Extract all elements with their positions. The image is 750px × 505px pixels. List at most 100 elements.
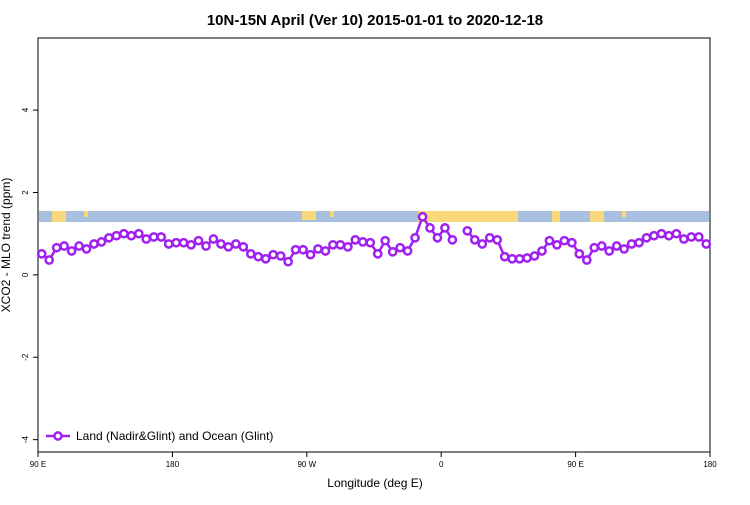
point — [559, 235, 570, 246]
point — [89, 239, 99, 249]
point — [574, 249, 585, 259]
point — [51, 242, 62, 253]
point — [641, 232, 652, 243]
y-tick-label: 0 — [21, 272, 30, 277]
point — [208, 234, 219, 244]
point — [469, 235, 480, 245]
point — [447, 235, 458, 245]
x-tick-label: 90 E — [567, 460, 583, 469]
point — [492, 235, 503, 245]
point — [357, 237, 368, 247]
point — [148, 232, 159, 242]
point — [596, 241, 607, 251]
point — [66, 246, 77, 256]
y-axis-label: XCO2 - MLO trend (ppm) — [0, 178, 13, 313]
point — [193, 235, 204, 246]
point — [268, 249, 279, 260]
point — [313, 244, 323, 254]
point — [537, 246, 547, 256]
point — [59, 241, 69, 251]
point — [380, 235, 391, 246]
point — [589, 242, 600, 253]
point — [664, 230, 674, 241]
point — [260, 253, 271, 264]
point — [387, 246, 398, 257]
point — [410, 232, 420, 243]
point — [484, 232, 495, 243]
point — [417, 211, 428, 222]
point — [201, 241, 211, 251]
point — [186, 239, 196, 250]
point — [671, 228, 682, 239]
point — [126, 230, 137, 241]
y-tick-label: 4 — [21, 107, 30, 112]
x-tick-label: 90 W — [297, 460, 316, 469]
point — [238, 242, 249, 252]
point — [611, 241, 622, 251]
point — [686, 232, 697, 242]
point — [245, 249, 256, 259]
point — [283, 256, 293, 267]
point — [328, 239, 338, 250]
point — [693, 232, 704, 242]
point — [253, 251, 264, 262]
point — [529, 251, 540, 261]
point — [619, 244, 629, 254]
point — [350, 235, 361, 245]
x-tick-label: 0 — [439, 460, 444, 469]
legend-marker — [53, 431, 63, 441]
point — [432, 232, 443, 243]
point — [111, 230, 122, 241]
point — [552, 239, 562, 250]
point — [462, 225, 473, 236]
point — [365, 237, 376, 248]
point — [649, 230, 659, 241]
point — [402, 246, 413, 256]
point — [44, 255, 55, 265]
point — [581, 255, 592, 265]
point — [156, 232, 167, 242]
point — [104, 232, 114, 243]
x-tick-label: 180 — [166, 460, 180, 469]
point — [634, 237, 644, 248]
point — [305, 249, 316, 260]
point — [626, 239, 637, 249]
point — [320, 246, 331, 256]
point — [133, 228, 144, 239]
point — [96, 237, 107, 247]
point — [178, 237, 189, 248]
point — [544, 235, 555, 246]
x-tick-label: 180 — [703, 460, 717, 469]
point — [119, 228, 129, 239]
point — [567, 237, 577, 248]
point — [74, 241, 84, 251]
point — [425, 223, 435, 233]
point — [141, 234, 152, 244]
point — [171, 237, 181, 248]
point — [231, 239, 241, 249]
point — [514, 253, 525, 264]
point — [290, 244, 301, 255]
point — [440, 223, 450, 233]
point — [507, 253, 517, 264]
point — [216, 239, 226, 249]
land-ocean-strip — [39, 211, 709, 222]
point — [36, 249, 47, 259]
x-tick-label: 90 E — [30, 460, 46, 469]
point — [335, 239, 346, 250]
point — [679, 234, 689, 244]
y-tick-label: -2 — [21, 353, 30, 361]
point — [499, 251, 510, 262]
x-axis-label: Longitude (deg E) — [327, 476, 422, 490]
point — [395, 242, 405, 253]
chart-title: 10N-15N April (Ver 10) 2015-01-01 to 202… — [207, 12, 543, 29]
point — [81, 244, 92, 254]
point — [701, 239, 712, 249]
point — [223, 242, 234, 252]
y-tick-label: -4 — [21, 436, 30, 444]
point — [298, 244, 308, 255]
point — [343, 242, 353, 252]
point — [522, 253, 532, 263]
point — [275, 251, 286, 261]
